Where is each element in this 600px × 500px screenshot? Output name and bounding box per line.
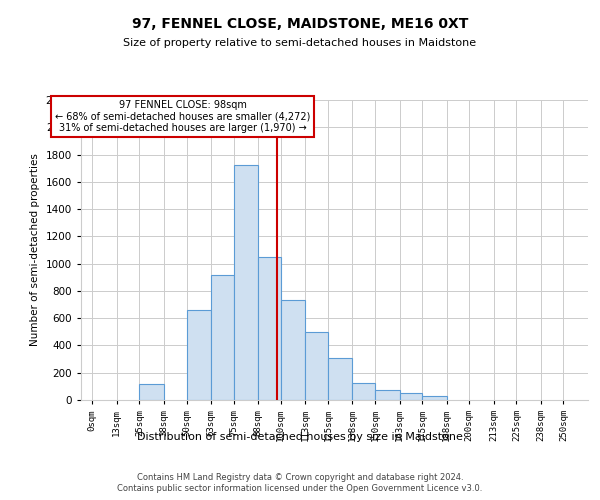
- Bar: [211, 274, 233, 400]
- Bar: [328, 358, 352, 400]
- Bar: [187, 310, 211, 400]
- Bar: [258, 257, 281, 400]
- Text: 97 FENNEL CLOSE: 98sqm
← 68% of semi-detached houses are smaller (4,272)
31% of : 97 FENNEL CLOSE: 98sqm ← 68% of semi-det…: [55, 100, 310, 133]
- Text: Contains public sector information licensed under the Open Government Licence v3: Contains public sector information licen…: [118, 484, 482, 493]
- Bar: [281, 300, 305, 400]
- Bar: [233, 166, 258, 400]
- Text: Size of property relative to semi-detached houses in Maidstone: Size of property relative to semi-detach…: [124, 38, 476, 48]
- Bar: [139, 384, 164, 400]
- Bar: [400, 394, 422, 400]
- Text: Contains HM Land Registry data © Crown copyright and database right 2024.: Contains HM Land Registry data © Crown c…: [137, 472, 463, 482]
- Text: 97, FENNEL CLOSE, MAIDSTONE, ME16 0XT: 97, FENNEL CLOSE, MAIDSTONE, ME16 0XT: [132, 18, 468, 32]
- Bar: [375, 390, 400, 400]
- Bar: [422, 396, 446, 400]
- Bar: [305, 332, 328, 400]
- Text: Distribution of semi-detached houses by size in Maidstone: Distribution of semi-detached houses by …: [137, 432, 463, 442]
- Y-axis label: Number of semi-detached properties: Number of semi-detached properties: [30, 154, 40, 346]
- Bar: [352, 383, 375, 400]
